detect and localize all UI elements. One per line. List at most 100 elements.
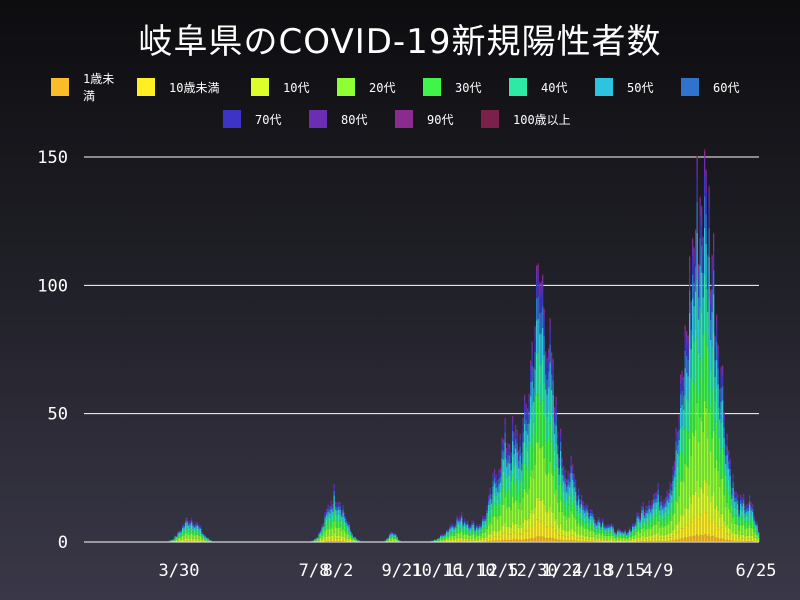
- bar-segment: [201, 533, 203, 536]
- bar-segment: [735, 523, 737, 534]
- bar-segment: [677, 433, 679, 439]
- bar-segment: [702, 297, 704, 335]
- bar-segment: [477, 540, 479, 542]
- bar-segment: [449, 533, 451, 537]
- bar-segment: [687, 376, 689, 402]
- bar-segment: [449, 540, 451, 542]
- bar-segment: [558, 535, 560, 541]
- bar-segment: [681, 390, 683, 405]
- bar-segment: [641, 507, 643, 510]
- bar-segment: [749, 510, 751, 518]
- bar-segment: [750, 503, 752, 505]
- bar-segment: [482, 541, 484, 542]
- bar-segment: [746, 511, 748, 517]
- bar-segment: [572, 479, 574, 489]
- bar-segment: [752, 521, 754, 529]
- bar-segment: [678, 531, 680, 540]
- bar-segment: [615, 540, 617, 542]
- bar-segment: [699, 306, 701, 359]
- bar-segment: [522, 417, 524, 419]
- bar-segment: [545, 473, 547, 512]
- bar-segment: [198, 526, 200, 529]
- bar-segment: [200, 525, 202, 527]
- bar-segment: [464, 540, 466, 542]
- bar-segment: [327, 508, 329, 512]
- legend-item: 10代: [251, 70, 319, 104]
- bar-segment: [651, 513, 653, 520]
- bar-segment: [503, 439, 505, 442]
- bar-segment: [617, 531, 619, 533]
- bar-segment: [689, 390, 691, 439]
- bar-segment: [729, 469, 731, 476]
- bar-segment: [339, 520, 341, 528]
- bar-segment: [497, 499, 499, 509]
- bar-segment: [665, 538, 667, 542]
- bar-segment: [596, 534, 598, 539]
- bar-segment: [708, 187, 710, 193]
- bar-segment: [708, 256, 710, 300]
- bar-segment: [678, 521, 680, 532]
- bar-segment: [482, 539, 484, 542]
- bar-segment: [590, 513, 592, 516]
- legend-swatch: [509, 78, 527, 96]
- bar-segment: [557, 438, 559, 445]
- bar-segment: [527, 434, 529, 451]
- bar-segment: [195, 523, 197, 525]
- bar-segment: [659, 506, 661, 511]
- bar-segment: [635, 538, 637, 541]
- bar-segment: [459, 524, 461, 529]
- bar-segment: [393, 537, 395, 539]
- bar-segment: [320, 532, 322, 534]
- bar-segment: [185, 519, 187, 521]
- bar-segment: [476, 532, 478, 536]
- bar-segment: [632, 523, 634, 525]
- bar-segment: [498, 473, 500, 479]
- bar-segment: [588, 526, 590, 532]
- bar-segment: [590, 511, 592, 514]
- bar-segment: [533, 538, 535, 542]
- bar-segment: [681, 380, 683, 391]
- bar-segment: [734, 515, 736, 524]
- bar-segment: [707, 389, 709, 439]
- bar-segment: [744, 513, 746, 518]
- bar-segment: [653, 509, 655, 517]
- bar-segment: [639, 524, 641, 529]
- bar-segment: [498, 492, 500, 504]
- bar-segment: [671, 520, 673, 533]
- bar-segment: [489, 522, 491, 534]
- bar-segment: [513, 502, 515, 525]
- bar-segment: [666, 506, 668, 515]
- bar-segment: [666, 540, 668, 542]
- bar-segment: [618, 532, 620, 535]
- bar-segment: [723, 419, 725, 428]
- bar-segment: [594, 524, 596, 527]
- bar-segment: [710, 339, 712, 371]
- bar-segment: [579, 507, 581, 513]
- bar-segment: [710, 370, 712, 409]
- bar-segment: [518, 493, 520, 509]
- bar-segment: [581, 500, 583, 505]
- bar-segment: [627, 531, 629, 532]
- bar-segment: [740, 534, 742, 539]
- bar-segment: [351, 535, 353, 538]
- bar-segment: [629, 534, 631, 537]
- bar-segment: [588, 513, 590, 515]
- bar-segment: [389, 541, 391, 542]
- bar-segment: [617, 530, 619, 532]
- bar-segment: [515, 431, 517, 439]
- bar-segment: [467, 530, 469, 535]
- bar-segment: [543, 382, 545, 419]
- bar-segment: [660, 541, 662, 542]
- bar-segment: [563, 466, 565, 468]
- bar-segment: [671, 487, 673, 491]
- bar-segment: [189, 538, 191, 541]
- bar-segment: [690, 305, 692, 316]
- bar-segment: [485, 517, 487, 519]
- bar-segment: [651, 500, 653, 501]
- bar-segment: [576, 525, 578, 535]
- bar-segment: [726, 539, 728, 542]
- bar-segment: [191, 525, 193, 530]
- bar-segment: [570, 510, 572, 529]
- bar-segment: [578, 533, 580, 538]
- bar-segment: [570, 460, 572, 466]
